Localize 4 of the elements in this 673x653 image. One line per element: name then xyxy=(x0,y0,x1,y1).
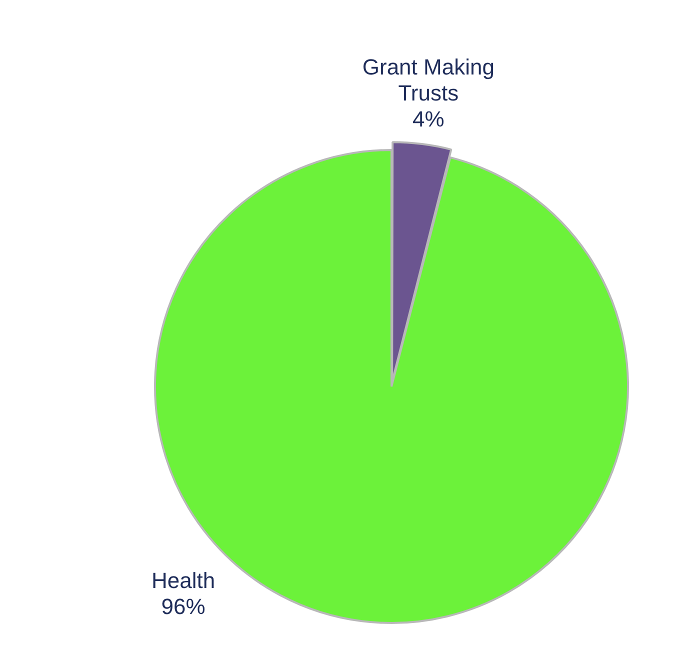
data-label: 4% xyxy=(412,106,444,132)
slice-label: Grant Making Trusts xyxy=(362,54,494,106)
slice-label: Health xyxy=(151,568,216,593)
data-label: 96% xyxy=(161,594,206,619)
